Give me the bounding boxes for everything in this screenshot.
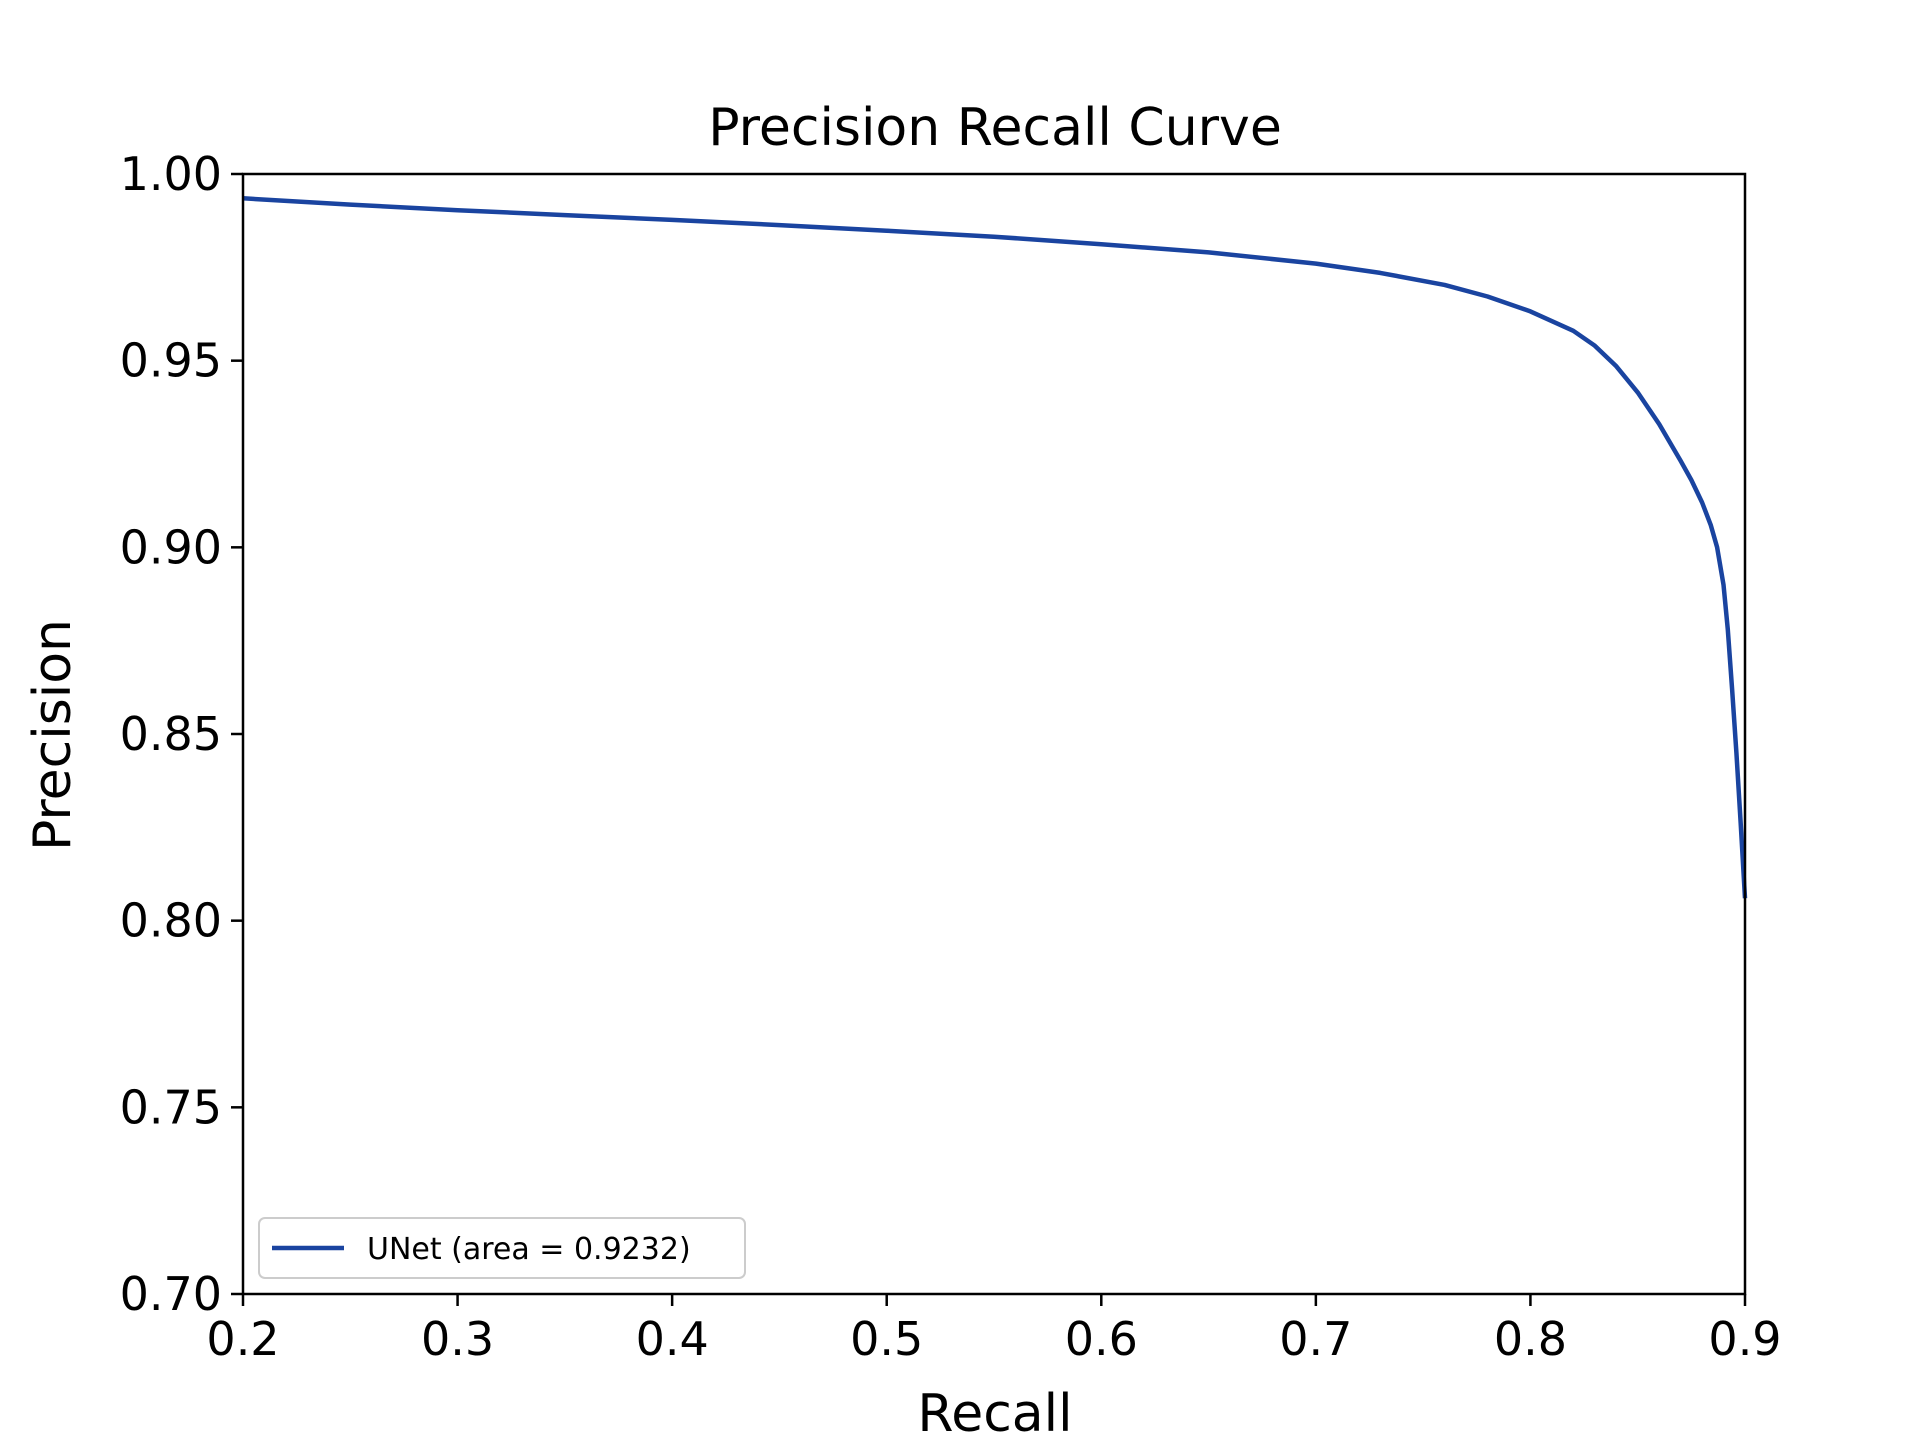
x-tick-label: 0.9 xyxy=(1708,1312,1781,1366)
x-tick-label: 0.3 xyxy=(421,1312,494,1366)
x-tick-label: 0.2 xyxy=(206,1312,279,1366)
chart-title: Precision Recall Curve xyxy=(708,98,1282,158)
series-line-unet xyxy=(242,196,1748,899)
x-tick-label: 0.8 xyxy=(1494,1312,1567,1366)
y-axis-label: Precision xyxy=(23,619,83,851)
x-tick-label: 0.6 xyxy=(1065,1312,1138,1366)
y-tick-label: 1.00 xyxy=(120,147,222,201)
plot-area: 0.2 0.3 0.4 0.5 0.6 0.7 0.8 0.9 0.70 0.75 0.80 0.85… xyxy=(120,147,1782,1366)
y-tick-label: 0.80 xyxy=(120,894,222,948)
x-tick-label: 0.4 xyxy=(636,1312,709,1366)
y-tick-label: 0.95 xyxy=(120,334,222,388)
y-tick-label: 0.75 xyxy=(120,1080,222,1134)
y-tick-label: 0.70 xyxy=(120,1267,222,1321)
legend-box xyxy=(258,1217,746,1279)
x-tick-label: 0.5 xyxy=(850,1312,923,1366)
y-tick-label: 0.90 xyxy=(120,520,222,574)
y-tick-label: 0.85 xyxy=(120,707,222,761)
x-axis-label: Recall xyxy=(917,1384,1072,1440)
x-tick-label: 0.7 xyxy=(1279,1312,1352,1366)
legend-label: UNet (area = 0.9232) xyxy=(367,1232,691,1267)
